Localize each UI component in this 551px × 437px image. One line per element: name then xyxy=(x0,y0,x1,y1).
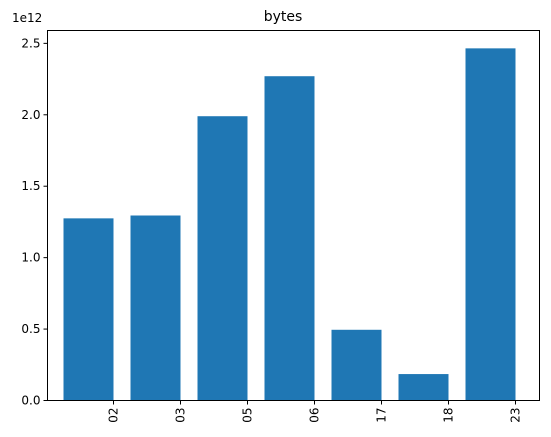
y-axis: 0.0 0.5 1.0 1.5 2.0 2.5 xyxy=(21,36,48,408)
x-tick-label-23: 23 xyxy=(509,408,523,423)
y-tick-label: 2.0 xyxy=(21,108,40,122)
plot-frame xyxy=(47,30,540,401)
x-axis: 02 03 05 06 17 18 23 xyxy=(107,400,523,423)
y-tick-label: 1.0 xyxy=(21,251,40,265)
chart-title: bytes xyxy=(264,9,303,25)
y-tick-label: 0.5 xyxy=(21,322,40,336)
y-tick-label: 1.5 xyxy=(21,179,40,193)
x-tick-label-17: 17 xyxy=(375,408,389,423)
y-tick-label: 0.0 xyxy=(21,394,40,408)
bar-23 xyxy=(465,48,516,401)
bar-02 xyxy=(63,218,114,401)
x-tick-label-06: 06 xyxy=(308,408,322,423)
x-tick-label-05: 05 xyxy=(241,408,255,423)
bar-17 xyxy=(331,329,382,401)
x-tick-label-18: 18 xyxy=(442,408,456,423)
bar-06 xyxy=(264,76,315,401)
bar-18 xyxy=(398,374,449,401)
bar-03 xyxy=(130,215,181,401)
y-axis-offset-label: 1e12 xyxy=(12,11,42,25)
y-tick-label: 2.5 xyxy=(21,36,40,50)
bar-05 xyxy=(197,116,248,401)
bars-group xyxy=(63,48,516,401)
x-tick-label-03: 03 xyxy=(174,408,188,423)
x-tick-label-02: 02 xyxy=(107,408,121,423)
